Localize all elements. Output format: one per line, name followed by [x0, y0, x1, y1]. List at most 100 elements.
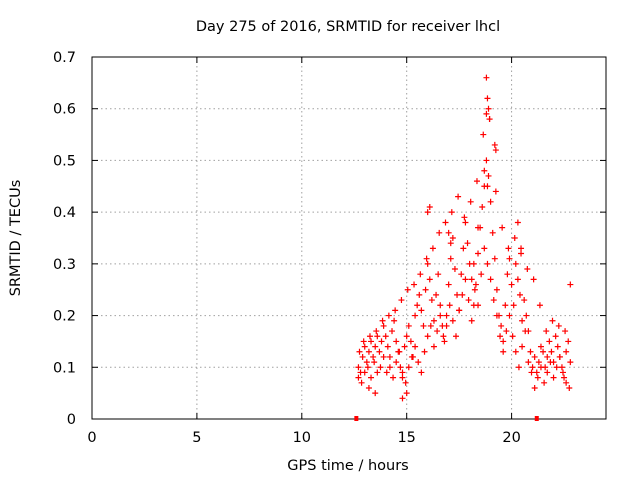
data-point [452, 333, 459, 340]
data-points [354, 74, 574, 421]
data-point [443, 322, 450, 329]
data-point [510, 302, 517, 309]
data-point [440, 333, 447, 340]
data-point [515, 364, 522, 371]
data-point [399, 374, 406, 381]
data-point [412, 343, 419, 350]
data-point [424, 260, 431, 267]
x-tick-label: 20 [502, 430, 520, 446]
data-point [455, 193, 462, 200]
data-point [544, 369, 551, 376]
endpoint-marker [354, 416, 359, 421]
data-point [445, 281, 452, 288]
data-point [491, 141, 498, 148]
data-point [555, 322, 562, 329]
data-point [412, 312, 419, 319]
data-point [525, 359, 532, 366]
data-point [361, 369, 368, 376]
x-tick-label: 15 [397, 430, 415, 446]
data-point [553, 364, 560, 371]
data-point [417, 271, 424, 278]
data-point [379, 317, 386, 324]
data-point [393, 359, 400, 366]
data-point [382, 333, 389, 340]
data-point [471, 286, 478, 293]
plot-frame [91, 56, 607, 420]
data-point [441, 338, 448, 345]
data-point [467, 198, 474, 205]
data-point [491, 255, 498, 262]
data-point [399, 369, 406, 376]
data-point [359, 353, 366, 360]
data-point [396, 348, 403, 355]
data-point [483, 110, 490, 117]
data-point [386, 364, 393, 371]
data-point [484, 95, 491, 102]
data-point [522, 328, 529, 335]
data-point [405, 364, 412, 371]
data-point [465, 297, 472, 304]
data-point [480, 131, 487, 138]
data-point [370, 353, 377, 360]
data-point [468, 276, 475, 283]
data-point [485, 105, 492, 112]
data-point [479, 203, 486, 210]
data-point [567, 281, 574, 288]
data-point [524, 266, 531, 273]
y-tick-label: 0.6 [53, 102, 76, 118]
data-point [481, 167, 488, 174]
y-axis-tick-labels: 0 0.1 0.2 0.3 0.4 0.5 0.6 0.7 [53, 50, 76, 428]
data-point [552, 333, 559, 340]
y-tick-label: 0 [67, 412, 76, 428]
data-point [531, 384, 538, 391]
data-point [484, 260, 491, 267]
data-point [368, 374, 375, 381]
data-point [374, 333, 381, 340]
data-point [504, 271, 511, 278]
data-point [460, 245, 467, 252]
data-point [433, 291, 440, 298]
data-point [502, 302, 509, 309]
data-point [519, 317, 526, 324]
data-point [430, 317, 437, 324]
data-point [512, 260, 519, 267]
data-point [420, 322, 427, 329]
data-point [529, 364, 536, 371]
data-point [377, 364, 384, 371]
data-point [358, 379, 365, 386]
data-point [470, 260, 477, 267]
data-point [567, 359, 574, 366]
data-point [475, 250, 482, 257]
data-point [449, 235, 456, 241]
data-point [509, 333, 516, 340]
data-point [389, 328, 396, 335]
data-point [380, 353, 387, 360]
data-point [511, 235, 518, 241]
data-point [506, 255, 513, 262]
data-point [434, 328, 441, 335]
data-point [486, 116, 493, 123]
data-point [561, 374, 568, 381]
data-point [498, 322, 505, 329]
data-point [531, 353, 538, 360]
data-point [429, 245, 436, 252]
data-point [541, 379, 548, 386]
data-point [559, 369, 566, 376]
data-point [521, 297, 528, 304]
data-point [506, 312, 513, 319]
data-point [356, 348, 363, 355]
data-point [443, 312, 450, 319]
data-point [384, 343, 391, 350]
data-point [493, 286, 500, 293]
data-point [392, 307, 399, 314]
data-point [456, 307, 463, 314]
data-point [512, 348, 519, 355]
data-point [461, 214, 468, 221]
data-point [562, 328, 569, 335]
data-point [366, 333, 373, 340]
data-point [427, 322, 434, 329]
y-tick-label: 0.5 [53, 153, 76, 169]
data-point [548, 348, 555, 355]
data-point [489, 229, 496, 236]
data-point [487, 198, 494, 205]
